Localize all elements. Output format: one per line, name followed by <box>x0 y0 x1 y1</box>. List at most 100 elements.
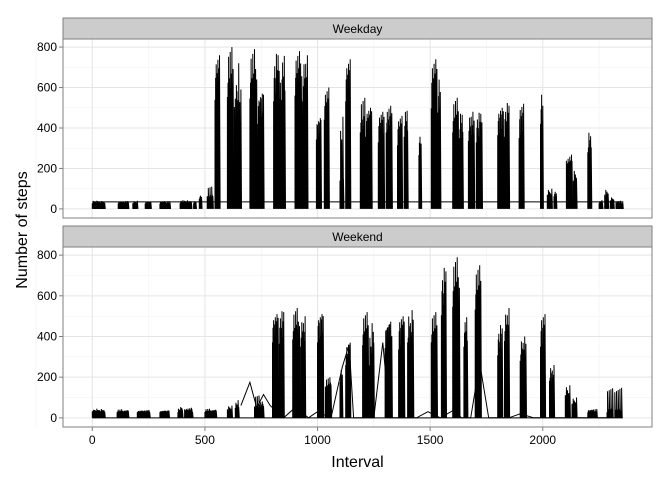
step-spike-cluster <box>519 336 527 418</box>
y-tick-label: 600 <box>37 81 57 95</box>
step-spike-cluster <box>116 409 130 418</box>
step-spike-cluster <box>144 201 152 209</box>
step-spike-cluster <box>198 195 203 209</box>
step-spike-cluster <box>362 312 370 418</box>
step-spike-cluster <box>359 97 366 209</box>
step-spike-cluster <box>339 116 345 209</box>
y-tick-label: 800 <box>37 40 57 54</box>
step-spike-cluster <box>345 59 352 209</box>
step-spike-cluster <box>214 55 221 209</box>
x-tick-label: 1000 <box>304 433 331 447</box>
step-spike-cluster <box>553 191 558 209</box>
step-spike-cluster <box>540 314 547 418</box>
panel-border <box>62 246 653 428</box>
y-tick-label: 0 <box>50 202 57 216</box>
step-spike-cluster <box>281 55 286 209</box>
step-spike-cluster <box>504 102 511 209</box>
y-tick-label: 800 <box>37 248 57 262</box>
y-tick-label: 0 <box>50 411 57 425</box>
step-spike-cluster <box>407 310 415 418</box>
step-spike-cluster <box>136 410 151 418</box>
step-spike-cluster <box>397 115 404 209</box>
step-spike-cluster <box>430 312 438 418</box>
series-steps <box>91 47 624 209</box>
step-spike-cluster <box>430 59 438 209</box>
step-spike-cluster <box>564 385 571 418</box>
step-spike-cluster <box>324 377 333 418</box>
y-tick-label: 200 <box>37 161 57 175</box>
step-spike-cluster <box>604 189 610 209</box>
step-spike-cluster <box>91 408 106 418</box>
step-spike-cluster <box>384 321 393 418</box>
step-spike-cluster <box>117 201 130 209</box>
x-axis-title: Interval <box>331 454 383 471</box>
plot-background <box>63 39 652 218</box>
step-spike-cluster <box>206 186 214 209</box>
step-spike-cluster <box>549 364 556 418</box>
facet-panels: Weekday 0 200 400 600 800 Weekend 0 200 400 600 800 <box>35 17 653 428</box>
step-spike-cluster <box>572 170 578 209</box>
step-spike-cluster <box>159 201 172 209</box>
step-spike-cluster <box>475 112 483 209</box>
step-spike-cluster <box>91 200 106 209</box>
step-spike-cluster <box>474 265 482 418</box>
step-spike-cluster <box>497 325 504 418</box>
step-spike-cluster <box>226 405 233 418</box>
x-tick-label: 2000 <box>529 433 556 447</box>
step-spike-cluster <box>398 316 406 418</box>
step-spike-cluster <box>452 97 460 209</box>
step-spike-cluster <box>249 49 258 209</box>
x-axis: 0 500 1000 1500 2000 <box>89 427 556 447</box>
step-spike-cluster <box>193 201 197 209</box>
y-tick-label: 200 <box>37 370 57 384</box>
step-spike-cluster <box>226 47 235 209</box>
step-spike-cluster <box>292 307 301 418</box>
step-spike-cluster <box>317 314 325 418</box>
y-tick-label: 400 <box>37 121 57 135</box>
step-spike-cluster <box>606 388 614 418</box>
step-spike-cluster <box>463 317 469 418</box>
step-spike-cluster <box>257 93 265 209</box>
step-spike-cluster <box>323 87 330 209</box>
panel-border <box>62 38 653 219</box>
step-spike-cluster <box>518 103 525 209</box>
step-spike-cluster <box>272 314 280 418</box>
step-spike-cluster <box>234 400 240 418</box>
x-tick-label: 0 <box>89 433 96 447</box>
step-spike-cluster <box>278 311 285 418</box>
step-spike-cluster <box>294 51 303 209</box>
step-spike-cluster <box>452 257 461 418</box>
step-spike-cluster <box>437 79 442 209</box>
step-spike-cluster <box>546 188 553 209</box>
step-spike-cluster <box>365 107 373 209</box>
x-tick-label: 500 <box>195 433 215 447</box>
y-axis-title: Number of steps <box>14 171 31 288</box>
step-spike-cluster <box>233 63 242 209</box>
y-tick-label: 600 <box>37 289 57 303</box>
step-spike-cluster <box>587 132 593 209</box>
step-spike-cluster <box>540 94 544 209</box>
step-spike-cluster <box>440 267 447 418</box>
step-spike-cluster <box>565 154 574 209</box>
step-spike-cluster <box>184 407 194 418</box>
step-spike-cluster <box>302 55 309 209</box>
step-spike-cluster <box>497 107 505 209</box>
step-spike-cluster <box>418 136 423 209</box>
step-spike-cluster <box>177 406 184 418</box>
facet-panel: Weekday 0 200 400 600 800 <box>35 17 653 219</box>
x-tick-label: 1500 <box>417 433 444 447</box>
step-spike-cluster <box>571 397 578 418</box>
plot-background <box>63 247 652 427</box>
step-spike-cluster <box>458 113 464 209</box>
step-spike-cluster <box>254 395 265 418</box>
y-tick-label: 400 <box>37 329 57 343</box>
step-spike-cluster <box>368 323 375 418</box>
step-spike-cluster <box>614 387 623 418</box>
facet-label: Weekend <box>332 230 382 244</box>
step-spike-cluster <box>385 105 393 209</box>
step-spike-cluster <box>159 410 170 418</box>
step-spike-cluster <box>300 316 307 418</box>
step-spike-cluster <box>504 307 511 418</box>
facet-panel: Weekend 0 200 400 600 800 <box>35 225 653 428</box>
step-spike-cluster <box>467 111 476 209</box>
